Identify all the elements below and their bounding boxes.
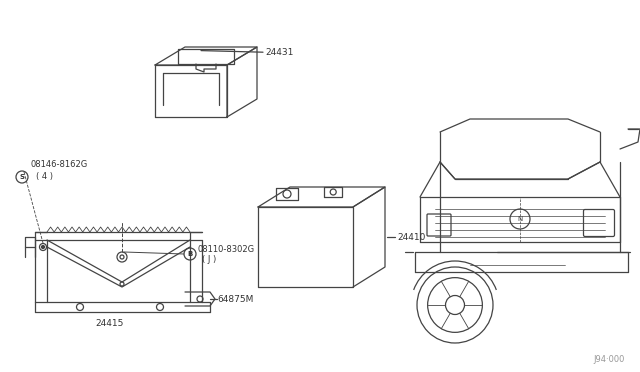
Text: 08146-8162G: 08146-8162G: [30, 160, 87, 169]
Text: 08110-8302G: 08110-8302G: [198, 246, 255, 254]
Text: ( J ): ( J ): [202, 254, 216, 263]
Text: S: S: [19, 174, 24, 180]
Text: J94·000: J94·000: [594, 355, 625, 364]
Text: 24415: 24415: [96, 320, 124, 328]
Text: 64875M: 64875M: [217, 295, 253, 304]
Text: N: N: [517, 216, 523, 222]
Text: B: B: [188, 251, 193, 257]
Text: 24431: 24431: [265, 48, 293, 57]
Text: 24410: 24410: [397, 232, 426, 241]
Text: ( 4 ): ( 4 ): [36, 171, 53, 180]
Circle shape: [42, 246, 45, 248]
